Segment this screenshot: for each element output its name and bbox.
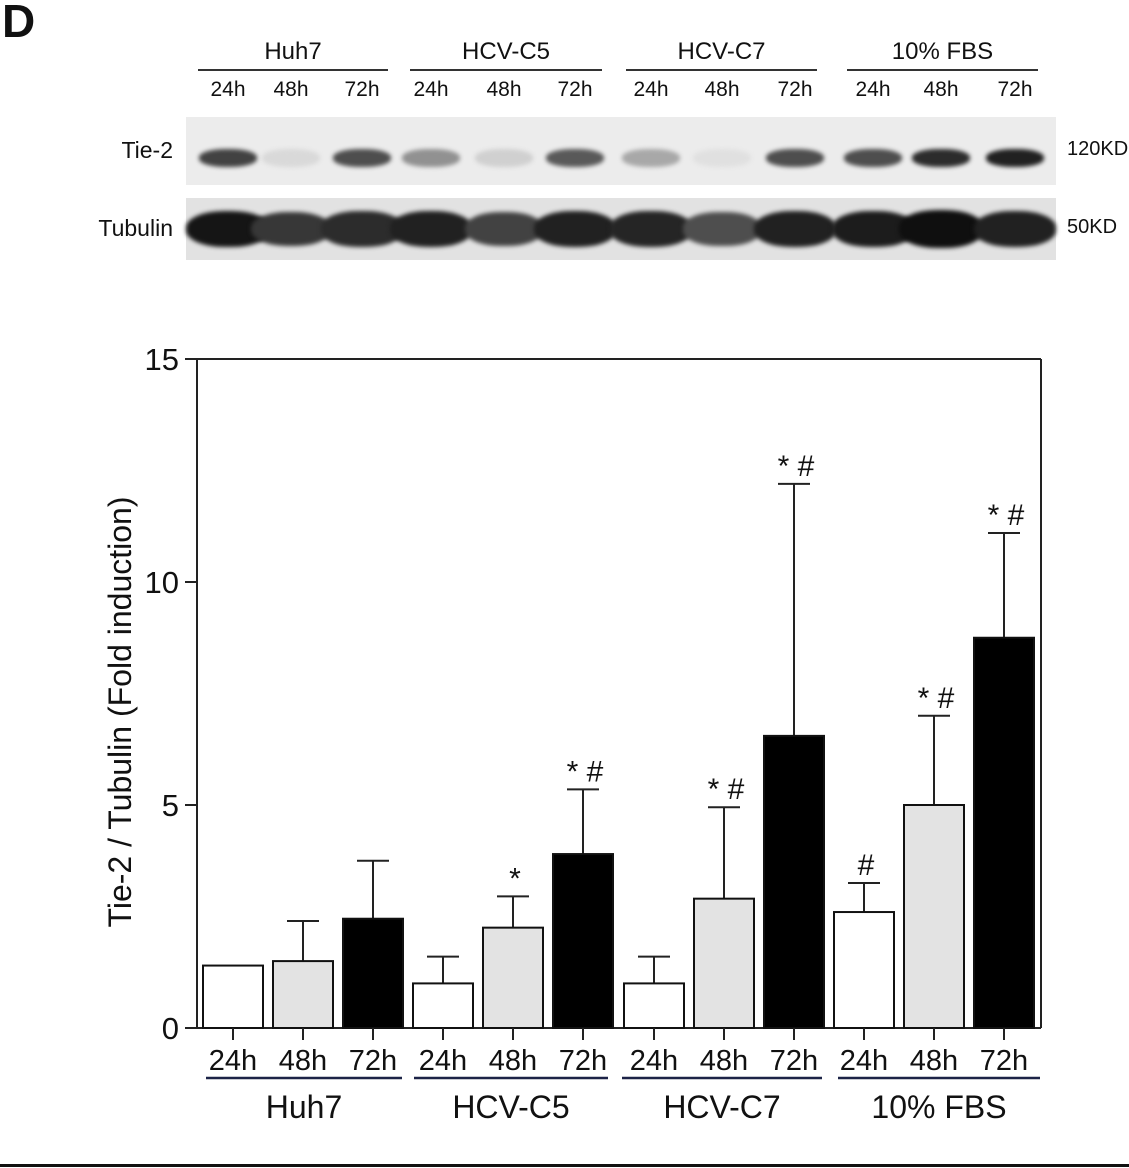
blot-band — [766, 149, 824, 167]
blot-row-label: Tubulin — [98, 215, 173, 241]
x-tick-label: 48h — [910, 1045, 958, 1077]
group-label: Huh7 — [266, 1089, 343, 1125]
y-tick-label: 5 — [162, 788, 179, 823]
blot-group-underline — [847, 69, 1038, 71]
blot-band — [693, 149, 751, 167]
bar-10-fbs-48h — [903, 804, 965, 1029]
blot-row-label: Tie-2 — [121, 137, 173, 163]
blot-lane-label: 24h — [413, 78, 449, 101]
x-tick-label: 72h — [349, 1045, 397, 1077]
bar-hcv-c7-24h — [623, 982, 685, 1030]
blot-lane-label: 24h — [633, 78, 669, 101]
bar-hcv-c7-72h — [763, 734, 825, 1029]
significance-marker: * # — [567, 755, 604, 788]
blot-lane-label: 72h — [777, 78, 813, 101]
bar-hcv-c5-72h — [552, 853, 614, 1029]
group-label: HCV-C7 — [663, 1089, 780, 1125]
y-tick-label: 10 — [145, 565, 179, 600]
blot-band — [321, 211, 403, 247]
bar-huh7-48h — [272, 960, 334, 1029]
x-tick-label: 72h — [559, 1045, 607, 1077]
blot-group-label: HCV-C7 — [677, 38, 766, 65]
x-tick-label: 24h — [419, 1045, 467, 1077]
blot-band — [753, 210, 837, 247]
blot-band — [389, 210, 473, 247]
blot-strip-tie-2 — [186, 117, 1056, 185]
bar-hcv-c5-48h — [482, 926, 544, 1030]
x-tick-label: 72h — [770, 1045, 818, 1077]
blot-size-marker: 120KD — [1067, 138, 1129, 160]
y-tick-label: 15 — [145, 342, 179, 377]
blot-band — [333, 149, 391, 167]
blot-group-underline — [198, 69, 388, 71]
blot-band — [973, 210, 1057, 247]
significance-marker: * # — [778, 450, 815, 483]
group-label: HCV-C5 — [452, 1089, 569, 1125]
bar-10-fbs-24h — [833, 911, 895, 1029]
bottom-rule — [0, 1164, 1129, 1167]
blot-lane-label: 48h — [486, 78, 522, 101]
blot-lane-label: 72h — [557, 78, 593, 101]
significance-marker: * — [509, 862, 521, 895]
blot-strip-tubulin — [186, 198, 1057, 260]
blot-band — [683, 212, 761, 246]
blot-group-label: Huh7 — [264, 38, 322, 65]
bar-hcv-c7-48h — [693, 897, 755, 1029]
blot-lane-label: 24h — [210, 78, 246, 101]
blot-band — [464, 212, 544, 246]
x-tick-label: 48h — [489, 1045, 537, 1077]
y-tick-label: 0 — [162, 1011, 179, 1046]
blot-band — [546, 149, 604, 167]
blot-band — [898, 210, 984, 248]
blot-band — [610, 211, 692, 247]
x-tick-label: 72h — [980, 1045, 1028, 1077]
bar-huh7-72h — [342, 917, 404, 1029]
blot-band — [533, 210, 617, 247]
blot-group-label: HCV-C5 — [461, 38, 551, 65]
blot-band — [912, 149, 970, 167]
blot-band — [402, 149, 460, 167]
x-tick-label: 48h — [279, 1045, 327, 1077]
significance-marker: * # — [988, 499, 1025, 532]
bar-huh7-24h — [202, 964, 264, 1029]
x-tick-label: 24h — [209, 1045, 257, 1077]
significance-marker: # — [858, 849, 875, 882]
blot-size-marker: 50KD — [1067, 216, 1118, 238]
group-label: 10% FBS — [871, 1089, 1006, 1125]
y-axis-label: Tie-2 / Tubulin (Fold induction) — [102, 496, 138, 927]
blot-group-underline — [410, 69, 602, 71]
bar-10-fbs-72h — [973, 636, 1035, 1029]
blot-lane-label: 48h — [704, 78, 740, 101]
blot-lane-label: 72h — [997, 78, 1033, 101]
bar-hcv-c5-24h — [412, 982, 474, 1030]
blot-band — [475, 149, 533, 167]
blot-group-underline — [626, 69, 817, 71]
blot-lane-label: 48h — [923, 78, 959, 101]
significance-marker: * # — [708, 773, 745, 806]
significance-marker: * # — [918, 682, 955, 715]
panel-label: D — [2, 0, 36, 47]
blot-band — [844, 149, 902, 167]
blot-group-label: 10% FBS — [891, 38, 994, 65]
x-tick-label: 48h — [700, 1045, 748, 1077]
blot-band — [251, 211, 331, 247]
blot-lane-label: 72h — [344, 78, 380, 101]
blot-band — [262, 149, 320, 167]
blot-band — [199, 149, 257, 167]
blot-lane-label: 24h — [855, 78, 891, 101]
blot-band — [622, 149, 680, 167]
x-tick-label: 24h — [840, 1045, 888, 1077]
blot-band — [986, 149, 1044, 167]
x-tick-label: 24h — [630, 1045, 678, 1077]
blot-lane-label: 48h — [273, 78, 309, 101]
